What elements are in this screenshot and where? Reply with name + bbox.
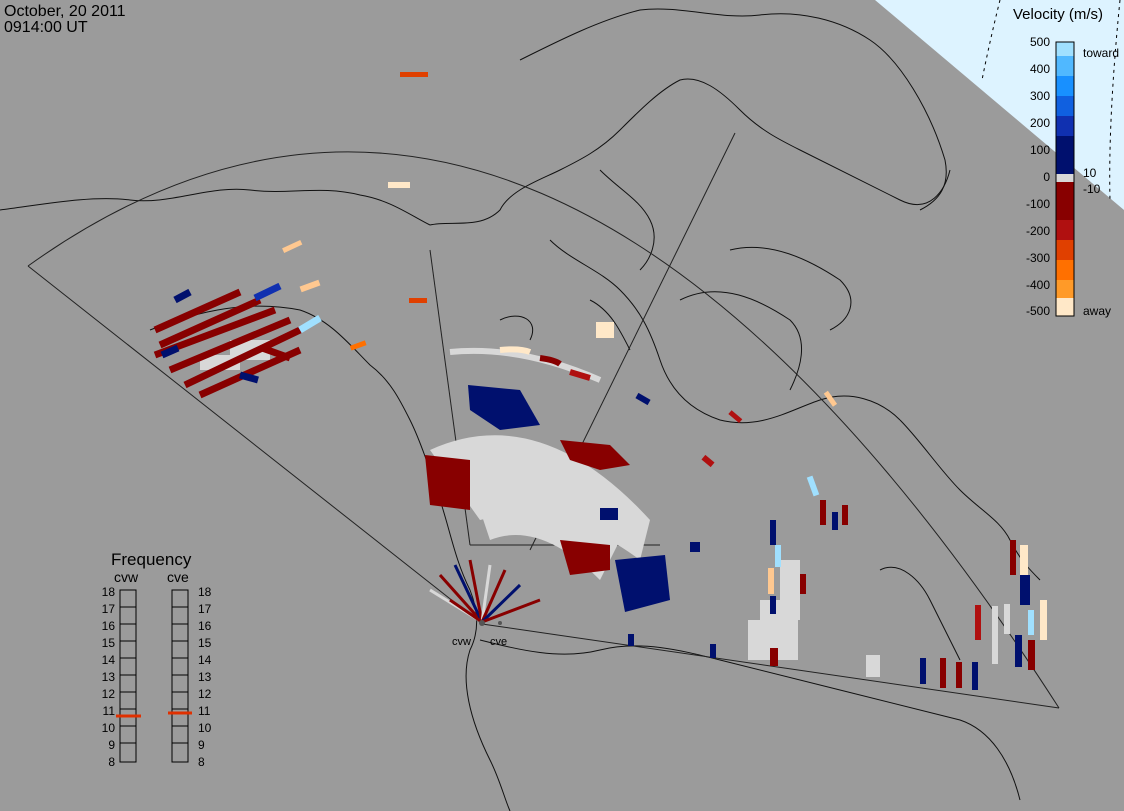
colorbar-tick: 0	[1043, 170, 1050, 184]
radar-site-cvw	[479, 620, 485, 626]
colorbar-tick: -400	[1025, 278, 1050, 292]
terminator-line	[981, 0, 1001, 81]
frequency-scale-label: 15	[198, 636, 212, 650]
frequency-scale-label: 8	[108, 755, 115, 769]
colorbar-tick: 200	[1029, 116, 1050, 130]
colorbar-inner-label: 10	[1083, 166, 1097, 180]
colorbar-title: Velocity (m/s)	[1013, 6, 1104, 23]
frequency-scale-label: 11	[198, 704, 211, 718]
frequency-scale-label: 12	[198, 687, 212, 701]
frequency-scale-label: 17	[101, 602, 115, 616]
date-label: October, 20 2011	[4, 3, 126, 20]
velocity-colorbar	[1055, 41, 1075, 317]
colorbar-tick: 500	[1029, 35, 1050, 49]
frequency-scale-label: 17	[198, 602, 212, 616]
frequency-scale-label: 13	[101, 670, 115, 684]
frequency-scale-label: 12	[101, 687, 115, 701]
velocity-cells	[282, 72, 1047, 690]
alaska-streaks	[153, 282, 322, 399]
colorbar-inner-label: -10	[1083, 182, 1101, 196]
frequency-bars	[119, 589, 189, 763]
colorbar-tick: -200	[1025, 224, 1050, 238]
frequency-scale-label: 18	[198, 585, 212, 599]
colorbar-tick: -500	[1025, 304, 1050, 318]
frequency-scale-label: 11	[102, 704, 115, 718]
frequency-radar-name: cve	[167, 569, 189, 585]
frequency-scale-label: 13	[198, 670, 212, 684]
frequency-scale-label: 8	[198, 755, 205, 769]
colorbar-tick: 400	[1029, 62, 1050, 76]
frequency-scale-label: 9	[108, 738, 115, 752]
frequency-scale-label: 18	[101, 585, 115, 599]
radar-site-cve	[498, 621, 502, 625]
radar-label-cvw: cvw	[452, 636, 471, 648]
colorbar-away-label: away	[1083, 304, 1112, 318]
colorbar-tick: -100	[1025, 197, 1050, 211]
colorbar-tick: 100	[1029, 143, 1050, 157]
coastlines	[0, 8, 1041, 811]
frequency-scale-label: 14	[198, 653, 212, 667]
frequency-scale-label: 9	[198, 738, 205, 752]
frequency-scale-label: 14	[101, 653, 115, 667]
radar-label-cve: cve	[490, 636, 508, 648]
colorbar-tick: -300	[1025, 251, 1050, 265]
colorbar-toward-label: toward	[1083, 46, 1120, 60]
frequency-title: Frequency	[111, 550, 192, 569]
terminator-line	[1109, 0, 1121, 201]
time-label: 0914:00 UT	[4, 19, 88, 36]
ground-scatter	[200, 340, 1010, 677]
frequency-scale-label: 10	[198, 721, 212, 735]
field-of-view	[27, 132, 1060, 709]
frequency-scale-label: 16	[101, 619, 115, 633]
near-radar-spokes	[429, 559, 541, 624]
arc-streaks	[449, 346, 602, 383]
frequency-radar-name: cvw	[114, 569, 139, 585]
frequency-scale-label: 10	[101, 721, 115, 735]
frequency-scale-label: 16	[198, 619, 212, 633]
frequency-scale-label: 15	[101, 636, 115, 650]
colorbar-tick: 300	[1029, 89, 1050, 103]
